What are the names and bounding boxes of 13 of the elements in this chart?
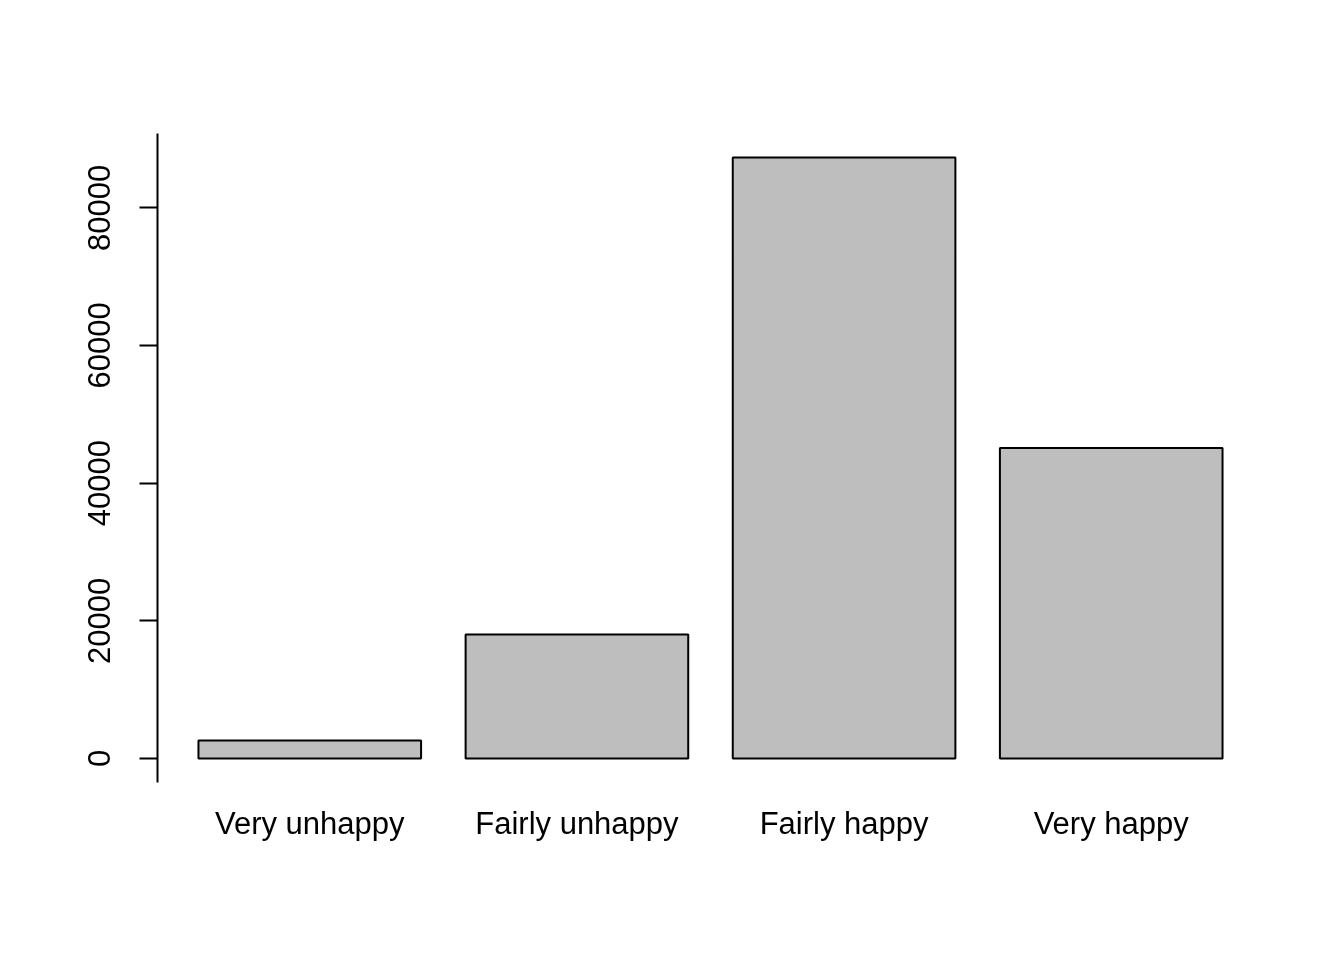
y-tick-label: 40000 [82,440,118,527]
x-tick-label: Fairly happy [759,805,929,841]
x-tick-label: Very happy [1033,805,1190,841]
y-tick-label: 20000 [82,577,118,664]
y-tick-label: 60000 [82,302,118,389]
bar [998,447,1224,760]
bar [464,633,690,760]
y-tick-label: 0 [82,749,118,768]
bar [731,156,957,760]
y-tick-label: 80000 [82,164,118,251]
bar [197,739,423,760]
x-tick-label: Fairly unhappy [475,805,680,841]
x-tick-label: Very unhappy [214,805,406,841]
